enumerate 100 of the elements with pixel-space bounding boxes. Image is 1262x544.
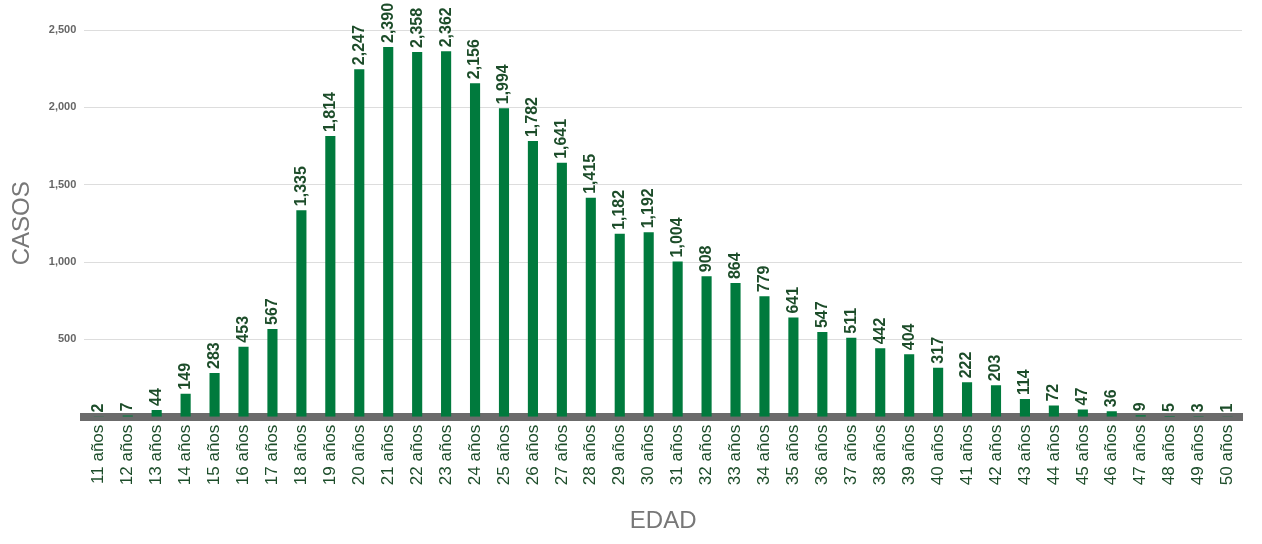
x-tick-label: 22 años — [406, 424, 426, 486]
x-tick-label: 48 años — [1159, 424, 1179, 486]
data-label: 7 — [118, 402, 136, 412]
data-label: 44 — [147, 388, 165, 406]
bar — [267, 329, 278, 417]
data-label: 641 — [783, 286, 801, 314]
x-tick-label: 41 años — [956, 424, 976, 486]
bar — [585, 197, 596, 417]
data-label: 547 — [812, 301, 830, 329]
data-label: 2,358 — [407, 7, 425, 48]
data-label: 2,156 — [465, 39, 483, 80]
x-tick-label: 32 años — [696, 424, 716, 486]
x-tick-label: 13 años — [146, 424, 166, 486]
bar — [643, 232, 654, 417]
data-label: 114 — [1015, 369, 1033, 396]
x-tick-label: 39 años — [898, 424, 918, 486]
x-tick-label: 12 años — [117, 424, 137, 486]
bar — [672, 261, 683, 417]
data-label: 1,335 — [291, 166, 309, 207]
data-label: 47 — [1073, 387, 1091, 406]
bar — [1019, 399, 1030, 417]
x-tick-label: 21 años — [377, 424, 397, 486]
y-axis-title: CASOS — [7, 181, 35, 266]
data-label: 908 — [696, 245, 714, 273]
bar — [412, 51, 423, 417]
data-label: 1,782 — [523, 96, 541, 138]
bar — [961, 382, 973, 417]
data-label: 567 — [262, 298, 280, 325]
data-label: 2 — [89, 403, 107, 413]
bar — [325, 136, 336, 417]
data-label: 442 — [870, 317, 888, 345]
x-tick-label: 14 años — [175, 424, 195, 486]
x-tick-label: 11 años — [88, 424, 108, 484]
data-label: 72 — [1044, 383, 1062, 402]
x-tick-label: 43 años — [1014, 424, 1034, 486]
data-label: 511 — [841, 307, 859, 334]
data-label: 2,390 — [378, 2, 396, 44]
x-tick-label: 49 años — [1188, 424, 1208, 486]
x-tick-label: 47 años — [1130, 424, 1150, 486]
bar — [527, 141, 538, 417]
data-label: 222 — [957, 351, 975, 379]
bar — [990, 385, 1002, 417]
data-label: 1,182 — [610, 189, 628, 230]
x-tick-label: 42 años — [985, 424, 1005, 486]
data-label: 1,641 — [552, 118, 570, 159]
bar — [701, 276, 712, 417]
bar — [556, 162, 567, 417]
bar — [904, 354, 915, 417]
bar — [238, 346, 249, 417]
x-tick-label: 25 años — [493, 424, 513, 486]
data-label: 1,415 — [581, 153, 599, 194]
y-tick-label: 2,000 — [48, 100, 77, 113]
bar — [383, 47, 394, 417]
x-tick-label: 45 años — [1072, 424, 1092, 486]
bar — [730, 283, 741, 417]
data-label: 1,192 — [639, 188, 657, 229]
x-tick-label: 31 años — [667, 424, 687, 486]
x-tick-label: 28 años — [580, 424, 600, 486]
data-label: 864 — [725, 252, 743, 280]
data-label: 9 — [1131, 402, 1149, 412]
data-label: 453 — [233, 315, 251, 343]
x-tick-label: 50 años — [1217, 424, 1237, 486]
x-tick-label: 44 años — [1043, 424, 1063, 486]
bar — [614, 233, 625, 417]
data-label: 36 — [1102, 389, 1120, 408]
data-label: 317 — [928, 336, 946, 364]
bar — [469, 83, 481, 417]
data-label: 404 — [899, 323, 917, 351]
x-tick-label: 36 años — [812, 424, 832, 486]
data-label: 1 — [1217, 403, 1235, 413]
data-label: 1,994 — [494, 64, 512, 105]
bar — [817, 332, 828, 417]
bar — [209, 372, 220, 417]
x-tick-label: 30 años — [638, 424, 658, 486]
x-tick-label: 18 años — [291, 424, 311, 486]
y-tick-label: 2,500 — [48, 23, 77, 36]
x-tick-label: 40 años — [927, 424, 947, 486]
x-axis-title: EDAD — [629, 506, 697, 534]
x-tick-label: 37 años — [840, 424, 860, 486]
data-label: 203 — [986, 354, 1004, 382]
x-tick-label: 38 años — [869, 424, 889, 486]
y-tick-label: 1,000 — [48, 255, 77, 268]
bar — [441, 51, 452, 417]
x-tick-label: 16 años — [233, 424, 253, 486]
x-tick-label: 19 años — [320, 424, 340, 486]
bar — [180, 393, 191, 417]
y-tick-label: 500 — [57, 332, 77, 345]
bar — [788, 317, 799, 417]
x-tick-label: 29 años — [609, 424, 629, 486]
data-label: 779 — [754, 265, 772, 293]
data-label: 1,004 — [668, 217, 686, 258]
x-tick-label: 20 años — [348, 424, 368, 486]
data-label: 3 — [1188, 403, 1206, 413]
x-tick-label: 34 años — [754, 424, 774, 486]
bar — [846, 337, 857, 417]
bar — [296, 210, 307, 417]
x-tick-label: 27 años — [551, 424, 571, 486]
bar — [759, 296, 770, 417]
bar — [875, 348, 886, 417]
x-tick-label: 33 años — [725, 424, 745, 486]
